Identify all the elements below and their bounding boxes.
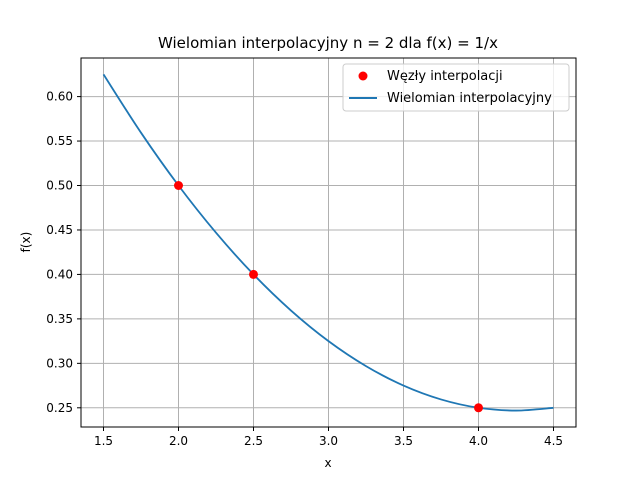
series-points	[174, 181, 483, 413]
y-tick-label: 0.55	[46, 134, 73, 148]
legend-box	[342, 63, 570, 112]
x-tick-label: 4.5	[544, 434, 563, 448]
data-point-node	[174, 181, 183, 191]
x-tick-label: 4.0	[469, 434, 488, 448]
legend-label-nodes: Węzły interpolacji	[387, 69, 503, 84]
x-ticks: 1.5 2.0 2.5 3.0 3.5 4.0 4.5	[94, 427, 563, 448]
chart-title: Wielomian interpolacyjny n = 2 dla f(x) …	[158, 34, 498, 52]
data-point-node	[474, 403, 483, 413]
x-tick-label: 1.5	[94, 434, 113, 448]
legend-marker-nodes	[358, 71, 368, 81]
y-tick-label: 0.45	[46, 223, 73, 237]
y-tick-label: 0.30	[46, 356, 73, 370]
legend-label-polynomial: Wielomian interpolacyjny	[387, 91, 552, 106]
data-point-node	[249, 269, 258, 279]
x-axis-label: x	[324, 456, 331, 470]
legend: Węzły interpolacji Wielomian interpolacy…	[342, 63, 570, 112]
x-tick-label: 2.5	[244, 434, 263, 448]
y-tick-label: 0.25	[46, 401, 73, 415]
y-tick-label: 0.60	[46, 90, 73, 104]
x-tick-label: 2.0	[169, 434, 188, 448]
y-ticks: 0.25 0.30 0.35 0.40 0.45 0.50 0.55 0.60	[46, 90, 81, 415]
grid	[81, 58, 576, 427]
y-tick-label: 0.40	[46, 267, 73, 281]
x-tick-label: 3.0	[319, 434, 338, 448]
x-tick-label: 3.5	[394, 434, 413, 448]
y-tick-label: 0.35	[46, 312, 73, 326]
y-tick-label: 0.50	[46, 179, 73, 193]
y-axis-label: f(x)	[19, 232, 33, 253]
